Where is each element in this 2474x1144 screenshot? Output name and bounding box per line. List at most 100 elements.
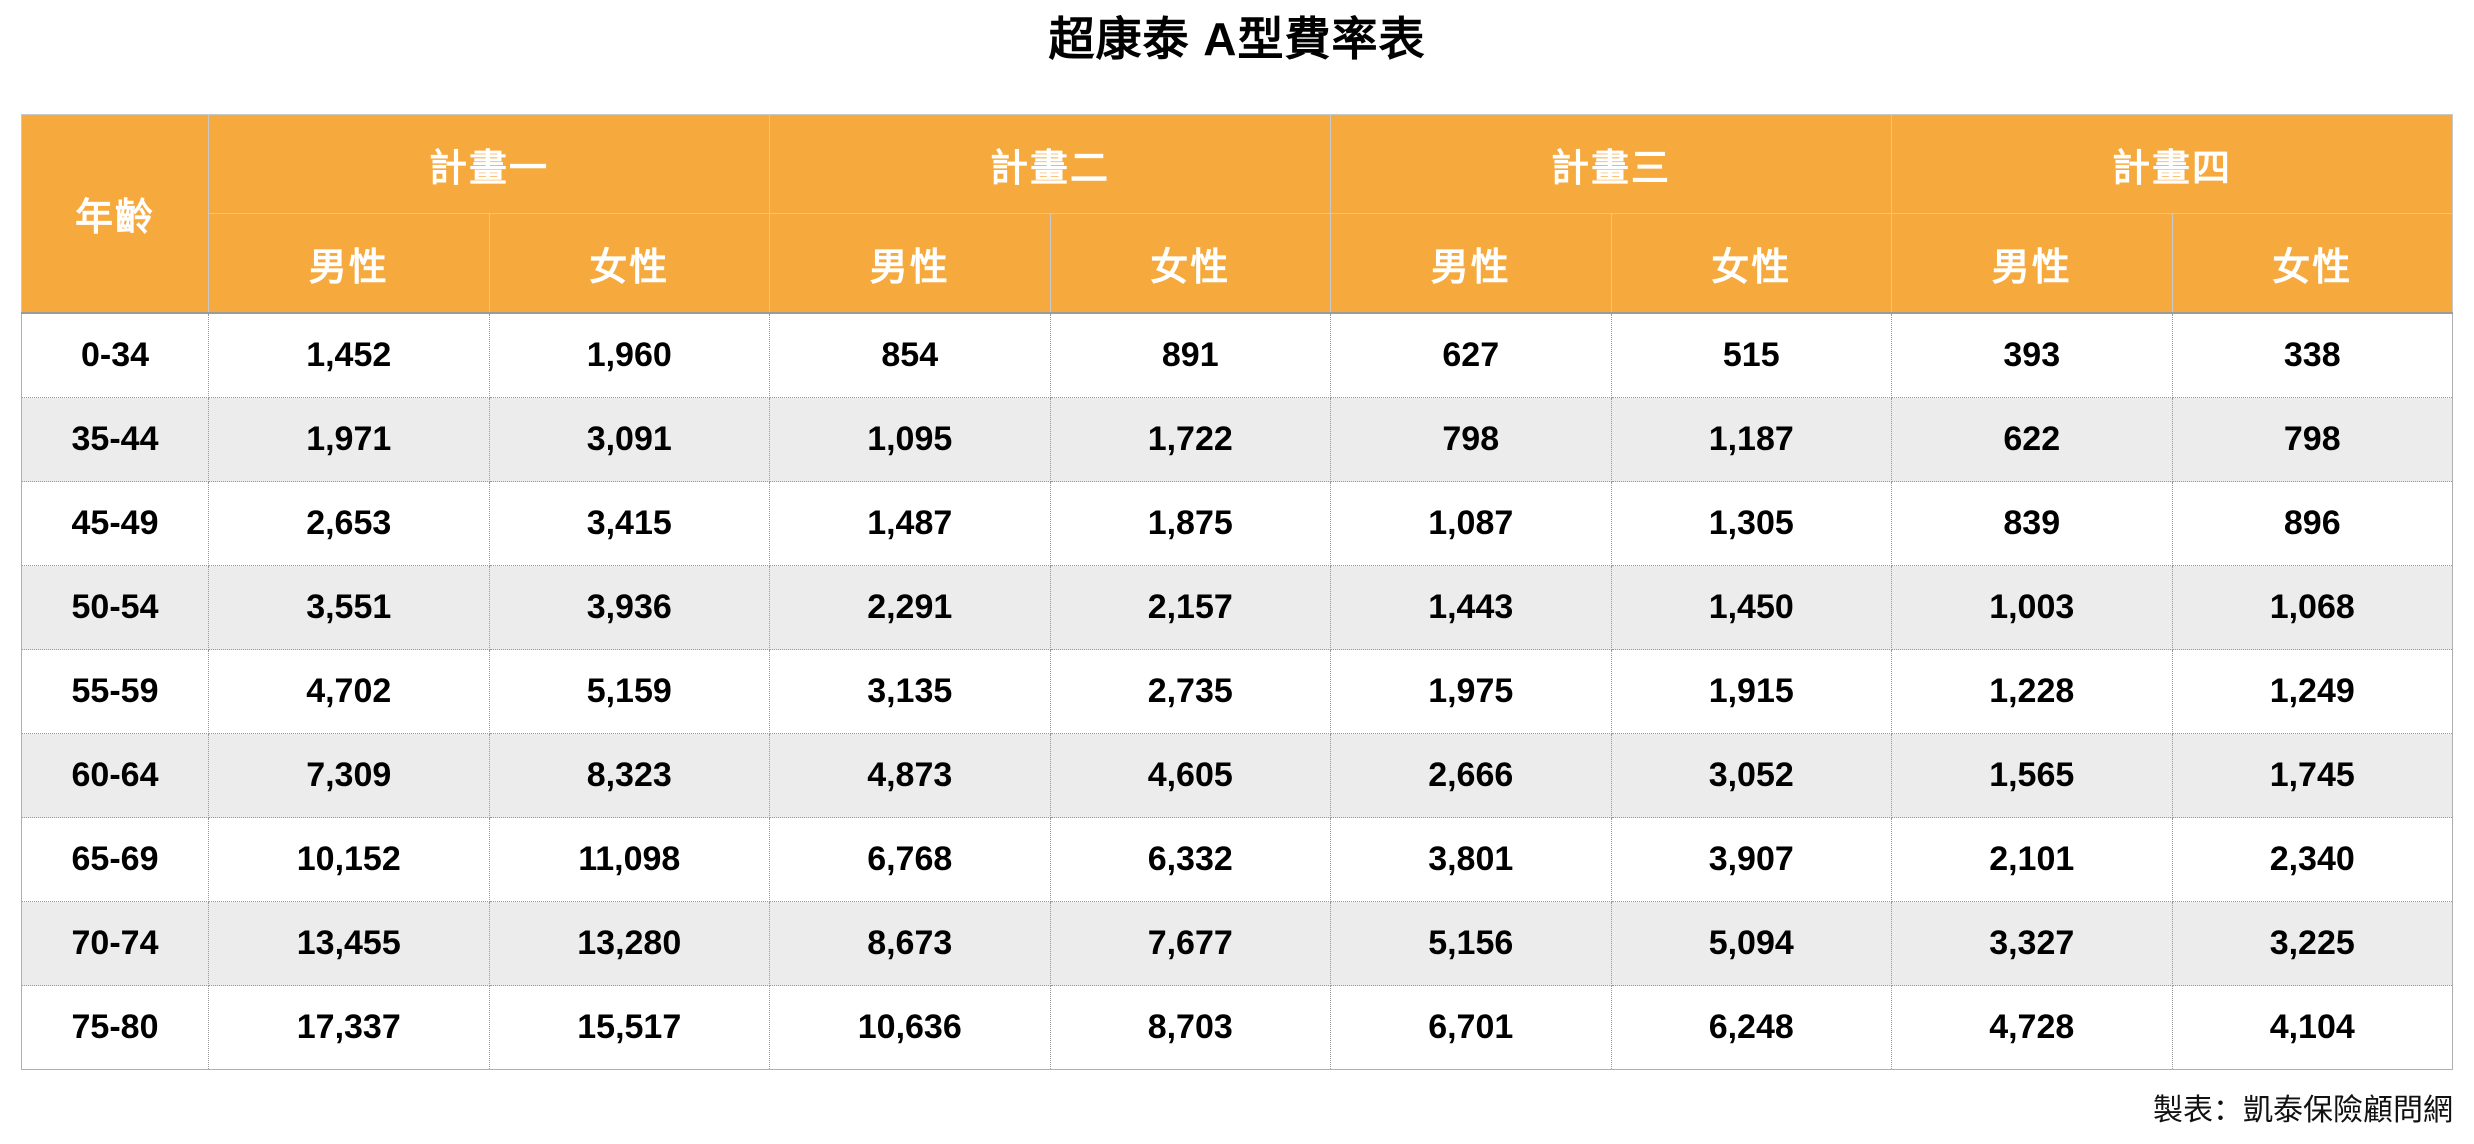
rate-cell: 13,455 [208, 901, 490, 986]
rate-cell: 1,452 [208, 312, 490, 398]
rate-cell: 891 [1049, 312, 1331, 398]
rate-cell: 627 [1330, 312, 1612, 398]
rate-cell: 839 [1891, 481, 2173, 566]
rate-cell: 11,098 [488, 817, 770, 902]
rate-cell: 3,907 [1610, 817, 1892, 902]
gender-header-male: 男性 [208, 213, 490, 314]
rate-cell: 3,415 [488, 481, 770, 566]
rate-cell: 8,323 [488, 733, 770, 818]
rate-cell: 4,104 [2171, 985, 2453, 1070]
rate-cell: 3,327 [1891, 901, 2173, 986]
rate-cell: 2,666 [1330, 733, 1612, 818]
rate-cell: 1,249 [2171, 649, 2453, 734]
rate-cell: 10,152 [208, 817, 490, 902]
age-cell: 50-54 [21, 565, 209, 650]
table-row: 75-80 17,337 15,517 10,636 8,703 6,701 6… [21, 985, 2453, 1070]
rate-cell: 1,187 [1610, 397, 1892, 482]
rate-cell: 4,728 [1891, 985, 2173, 1070]
credit-text: 製表：凱泰保險顧問網 [2153, 1094, 2453, 1127]
age-cell: 45-49 [21, 481, 209, 566]
rate-cell: 515 [1610, 312, 1892, 398]
rate-cell: 5,094 [1610, 901, 1892, 986]
table-row: 0-34 1,452 1,960 854 891 627 515 393 338 [21, 312, 2453, 398]
rate-cell: 6,332 [1049, 817, 1331, 902]
rate-cell: 1,975 [1330, 649, 1612, 734]
rate-cell: 8,673 [769, 901, 1051, 986]
rate-cell: 3,052 [1610, 733, 1892, 818]
rate-cell: 3,936 [488, 565, 770, 650]
age-cell: 65-69 [21, 817, 209, 902]
table-row: 45-49 2,653 3,415 1,487 1,875 1,087 1,30… [21, 481, 2453, 566]
rate-cell: 1,915 [1610, 649, 1892, 734]
table-row: 50-54 3,551 3,936 2,291 2,157 1,443 1,45… [21, 565, 2453, 650]
rate-cell: 1,875 [1049, 481, 1331, 566]
rate-cell: 3,801 [1330, 817, 1612, 902]
rate-cell: 2,653 [208, 481, 490, 566]
plan-4-header: 計畫四 [1891, 114, 2453, 214]
rate-cell: 7,677 [1049, 901, 1331, 986]
rate-cell: 3,091 [488, 397, 770, 482]
rate-table: 年齡 計畫一 計畫二 計畫三 計畫四 男性 女性 男性 女性 男性 女性 男性 … [21, 114, 2453, 1070]
page-title: 超康泰 A型費率表 [1048, 13, 1426, 65]
age-column-header: 年齡 [21, 114, 209, 314]
rate-cell: 1,228 [1891, 649, 2173, 734]
rate-cell: 1,003 [1891, 565, 2173, 650]
table-header: 年齡 計畫一 計畫二 計畫三 計畫四 男性 女性 男性 女性 男性 女性 男性 … [21, 114, 2453, 314]
rate-cell: 896 [2171, 481, 2453, 566]
table-row: 55-59 4,702 5,159 3,135 2,735 1,975 1,91… [21, 649, 2453, 734]
rate-cell: 1,095 [769, 397, 1051, 482]
rate-cell: 798 [1330, 397, 1612, 482]
rate-cell: 15,517 [488, 985, 770, 1070]
rate-cell: 1,087 [1330, 481, 1612, 566]
plan-3-header: 計畫三 [1330, 114, 1892, 214]
rate-cell: 1,305 [1610, 481, 1892, 566]
rate-cell: 1,450 [1610, 565, 1892, 650]
rate-cell: 1,565 [1891, 733, 2173, 818]
rate-cell: 8,703 [1049, 985, 1331, 1070]
age-cell: 55-59 [21, 649, 209, 734]
age-cell: 60-64 [21, 733, 209, 818]
age-cell: 70-74 [21, 901, 209, 986]
rate-cell: 6,248 [1610, 985, 1892, 1070]
rate-cell: 1,960 [488, 312, 770, 398]
rate-cell: 622 [1891, 397, 2173, 482]
rate-cell: 1,443 [1330, 565, 1612, 650]
rate-cell: 4,873 [769, 733, 1051, 818]
rate-cell: 7,309 [208, 733, 490, 818]
rate-cell: 4,702 [208, 649, 490, 734]
rate-cell: 2,157 [1049, 565, 1331, 650]
rate-cell: 6,768 [769, 817, 1051, 902]
rate-cell: 1,745 [2171, 733, 2453, 818]
rate-cell: 10,636 [769, 985, 1051, 1070]
age-cell: 0-34 [21, 312, 209, 398]
title-bar: 超康泰 A型費率表 [21, 0, 2453, 65]
gender-header-male: 男性 [1330, 213, 1612, 314]
rate-cell: 2,101 [1891, 817, 2173, 902]
rate-cell: 393 [1891, 312, 2173, 398]
table-row: 60-64 7,309 8,323 4,873 4,605 2,666 3,05… [21, 733, 2453, 818]
rate-cell: 1,971 [208, 397, 490, 482]
rate-cell: 13,280 [488, 901, 770, 986]
gender-header-female: 女性 [2171, 213, 2453, 314]
rate-cell: 854 [769, 312, 1051, 398]
gender-header-female: 女性 [1610, 213, 1892, 314]
rate-cell: 4,605 [1049, 733, 1331, 818]
rate-cell: 1,068 [2171, 565, 2453, 650]
rate-cell: 5,156 [1330, 901, 1612, 986]
rate-cell: 2,291 [769, 565, 1051, 650]
gender-header-female: 女性 [488, 213, 770, 314]
table-row: 65-69 10,152 11,098 6,768 6,332 3,801 3,… [21, 817, 2453, 902]
rate-cell: 17,337 [208, 985, 490, 1070]
table-row: 35-44 1,971 3,091 1,095 1,722 798 1,187 … [21, 397, 2453, 482]
gender-header-row: 男性 女性 男性 女性 男性 女性 男性 女性 [22, 213, 2453, 314]
rate-cell: 3,551 [208, 565, 490, 650]
gender-header-male: 男性 [1891, 213, 2173, 314]
table-row: 70-74 13,455 13,280 8,673 7,677 5,156 5,… [21, 901, 2453, 986]
rate-cell: 338 [2171, 312, 2453, 398]
rate-cell: 3,135 [769, 649, 1051, 734]
rate-cell: 5,159 [488, 649, 770, 734]
rate-cell: 2,735 [1049, 649, 1331, 734]
rate-cell: 6,701 [1330, 985, 1612, 1070]
rate-cell: 1,487 [769, 481, 1051, 566]
